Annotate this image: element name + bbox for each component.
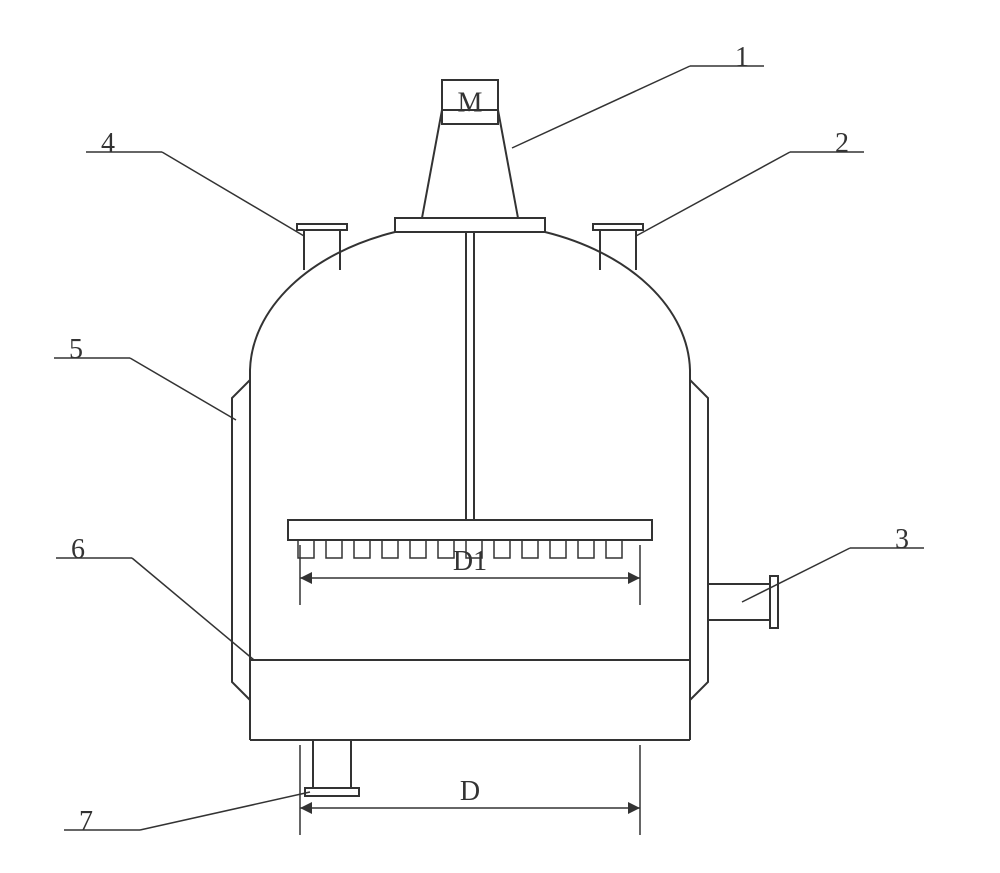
callout-2-label: 2 [835, 128, 849, 159]
motor-label: M [458, 88, 483, 119]
callout-7-label: 7 [79, 806, 93, 837]
dimension-d-label: D [460, 776, 480, 807]
callout-4-label: 4 [101, 128, 115, 159]
callout-6-label: 6 [71, 534, 85, 565]
engineering-diagram: MD1D1234567 [0, 0, 1000, 873]
dimension-d1-label: D1 [453, 546, 487, 577]
callout-3-label: 3 [895, 524, 909, 555]
callout-5-label: 5 [69, 334, 83, 365]
callout-1-label: 1 [735, 42, 749, 73]
